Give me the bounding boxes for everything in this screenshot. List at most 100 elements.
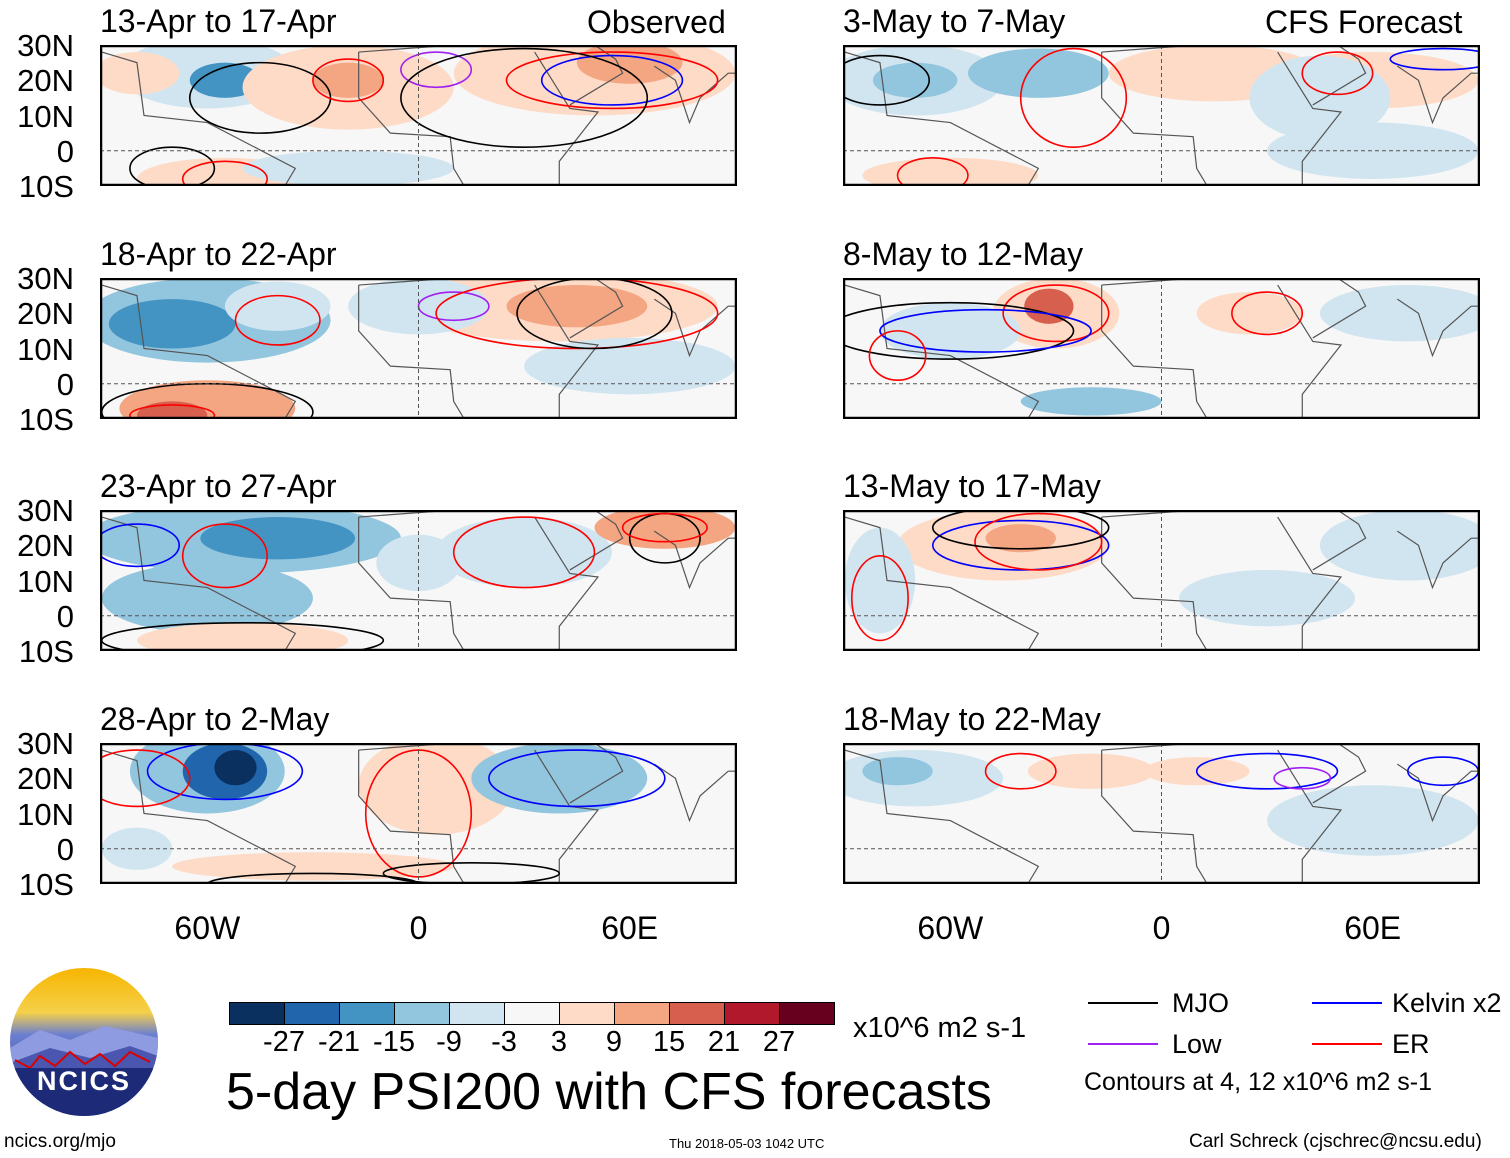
panel-frame xyxy=(842,44,1481,187)
colorbar-swatch xyxy=(449,1002,505,1025)
anomaly-shading xyxy=(101,562,313,634)
panel-frame xyxy=(99,742,738,885)
wave-contour xyxy=(312,58,385,103)
map-panel xyxy=(842,505,1496,652)
legend-kelvin-line xyxy=(1312,1002,1382,1004)
wave-contour xyxy=(1195,752,1339,790)
logo-text: NCICS xyxy=(36,1066,131,1096)
panel-title: 18-Apr to 22-Apr xyxy=(100,236,337,272)
coastline xyxy=(101,742,736,885)
lat-label: 20N xyxy=(17,528,74,564)
lat-label: 30N xyxy=(17,493,74,528)
anomaly-shading xyxy=(1196,292,1303,335)
lat-label: 0 xyxy=(56,366,74,402)
lat-label: 10S xyxy=(18,402,74,437)
colorbar-swatch xyxy=(779,1002,835,1025)
map-panel xyxy=(83,728,738,896)
anomaly-shading xyxy=(200,517,356,560)
colorbar-tick: -15 xyxy=(373,1026,415,1058)
wave-contour xyxy=(452,516,596,589)
anomaly-shading xyxy=(1319,285,1496,342)
colorbar-tick: 15 xyxy=(652,1026,686,1058)
coastline xyxy=(844,509,1479,652)
lat-label: 30N xyxy=(17,28,74,63)
wave-contour xyxy=(974,512,1103,571)
anomaly-shading xyxy=(1179,569,1356,627)
colorbar-tick: 27 xyxy=(762,1026,796,1058)
lat-label: 20N xyxy=(17,761,74,797)
anomaly-shading xyxy=(1267,785,1479,856)
wave-contour xyxy=(621,512,708,543)
anomaly-shading xyxy=(872,62,958,98)
observed-label: Observed xyxy=(587,4,726,40)
lat-label: 20N xyxy=(17,296,74,332)
panel-frame xyxy=(842,509,1481,652)
colorbar-swatch xyxy=(339,1002,395,1025)
panel-title: 18-May to 22-May xyxy=(843,701,1101,737)
wave-contour xyxy=(540,54,684,106)
coastline xyxy=(844,742,1479,885)
legend-mjo: MJO xyxy=(1172,988,1229,1018)
lat-label: 30N xyxy=(17,261,74,296)
lat-label: 10S xyxy=(18,169,74,204)
anomaly-shading xyxy=(189,62,261,98)
anomaly-shading xyxy=(94,52,180,95)
map-panel xyxy=(826,277,1496,420)
coastline xyxy=(101,509,736,652)
lat-label: 10S xyxy=(18,867,74,902)
lon-label: 60E xyxy=(1344,910,1402,946)
panel-frame xyxy=(842,742,1481,885)
colorbar-swatch xyxy=(614,1002,670,1025)
wave-contour xyxy=(1231,291,1304,336)
colorbar-swatch xyxy=(724,1002,780,1025)
colorbar-tick: 3 xyxy=(550,1026,568,1058)
colorbar-tick: -3 xyxy=(491,1026,517,1058)
lon-label: 0 xyxy=(409,910,428,946)
footer-credit: Carl Schreck (cjschrec@ncsu.edu) xyxy=(1189,1131,1482,1152)
lat-label: 20N xyxy=(17,63,74,99)
footer-url[interactable]: ncics.org/mjo xyxy=(4,1131,116,1152)
anomaly-shading xyxy=(224,281,331,331)
anomaly-shading xyxy=(214,750,257,786)
wave-contour xyxy=(1019,47,1128,149)
legend-kelvin: Kelvin x2 xyxy=(1392,988,1502,1018)
map-panel xyxy=(827,44,1497,194)
lat-label: 10S xyxy=(18,634,74,669)
panel-title: 28-Apr to 2-May xyxy=(100,701,330,737)
mountain-icon xyxy=(10,1026,158,1116)
wave-contour xyxy=(879,308,1092,353)
anomaly-shading xyxy=(1020,387,1162,416)
coastline xyxy=(844,44,1479,187)
anomaly-shading xyxy=(471,743,648,814)
anomaly-shading xyxy=(312,62,384,98)
panel-frame xyxy=(842,277,1481,420)
colorbar-swatch xyxy=(559,1002,615,1025)
lon-label: 60E xyxy=(601,910,659,946)
lat-label: 10N xyxy=(17,563,74,599)
anomaly-shading xyxy=(524,337,736,395)
footer-timestamp: Thu 2018-05-03 1042 UTC xyxy=(669,1136,825,1151)
lat-label: 0 xyxy=(56,133,74,169)
wave-contour xyxy=(505,51,719,110)
legend-mjo-line xyxy=(1088,1002,1158,1004)
anomaly-shading xyxy=(1267,122,1479,179)
lon-label: 60W xyxy=(174,910,241,946)
colorbar-tick: 9 xyxy=(605,1026,623,1058)
ncics-logo: NCICS xyxy=(10,968,158,1116)
anomaly-shading xyxy=(1249,55,1391,141)
legend-low-line xyxy=(1088,1043,1158,1045)
wave-contour xyxy=(1273,766,1332,790)
panel-title: 3-May to 7-May xyxy=(843,3,1066,39)
anomaly-shading xyxy=(358,735,514,835)
colorbar-tick: -21 xyxy=(318,1026,360,1058)
wave-contour xyxy=(850,555,909,642)
anomaly-shading xyxy=(1027,753,1155,789)
anomaly-shading xyxy=(1319,510,1496,581)
lon-label: 60W xyxy=(917,910,984,946)
panel-frame xyxy=(99,277,738,420)
anomaly-shading xyxy=(844,527,916,634)
legend-er: ER xyxy=(1392,1029,1430,1059)
colorbar-units: x10^6 m2 s-1 xyxy=(853,1012,1027,1044)
map-panel xyxy=(84,502,738,659)
